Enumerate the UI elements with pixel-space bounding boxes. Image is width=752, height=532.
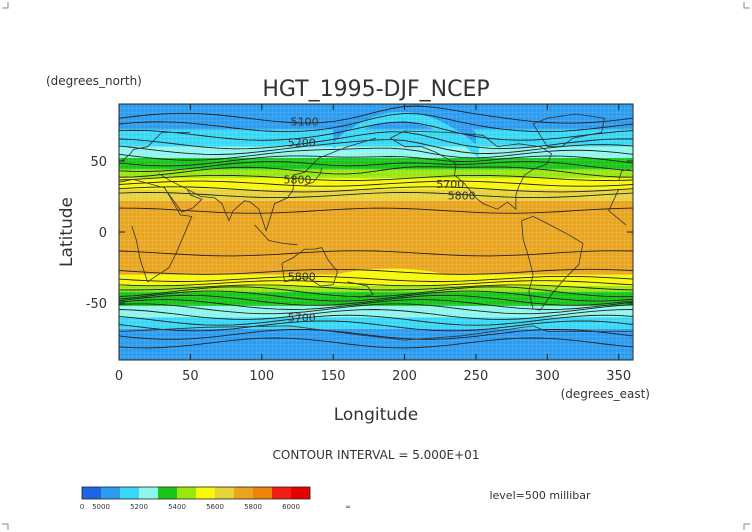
coastline-segment (254, 224, 298, 246)
x-tick-label: 300 (535, 369, 560, 384)
contour-label: 5200 (288, 137, 316, 150)
legend-swatch (101, 487, 121, 499)
coastline-segment (390, 130, 553, 211)
legend-frame (81, 486, 311, 500)
x-axis-label: Longitude (334, 405, 419, 425)
y-tick-label: -50 (86, 297, 107, 312)
contour-line (119, 275, 633, 282)
contour-line (119, 320, 633, 332)
coastline-segment (281, 247, 338, 287)
x-tick-label: 350 (606, 369, 631, 384)
contour-line (119, 186, 633, 193)
contour-label: 5700 (288, 312, 316, 325)
coastline-segment (119, 325, 633, 341)
contour-line (119, 280, 633, 287)
coastline-segment (119, 178, 627, 283)
coastline-segment (532, 113, 605, 148)
contour-line (119, 294, 633, 306)
contour-interval: CONTOUR INTERVAL = 5.000E+01 (273, 448, 480, 462)
legend-swatch (215, 487, 235, 499)
coastline-segment (304, 167, 323, 186)
contour-line (119, 139, 633, 155)
coastline-segment (121, 132, 631, 181)
contour-line (119, 268, 633, 275)
x-tick-label: 150 (321, 369, 346, 384)
contour-line (119, 105, 633, 124)
contour-line (119, 174, 633, 181)
y-units-label: (degrees_north) (46, 74, 142, 88)
level-label: level=500 millibar (489, 489, 591, 502)
coastline-segment (347, 281, 374, 298)
contour-lines (119, 105, 633, 349)
legend-tick-label: 5600 (206, 503, 224, 511)
contour-line (119, 329, 633, 340)
contour-line (119, 314, 633, 326)
y-tick-label: 50 (90, 155, 107, 170)
legend-tick-label: 5400 (168, 503, 186, 511)
legend-swatch (120, 487, 140, 499)
legend-tick-label: 6000 (282, 503, 300, 511)
legend-swatch (196, 487, 216, 499)
x-tick-label: 0 (115, 369, 123, 384)
y-tick-label: 0 (99, 226, 107, 241)
contour-line (119, 337, 633, 349)
contour-line (119, 207, 633, 214)
x-tick-label: 200 (392, 369, 417, 384)
y-axis-label: Latitude (57, 197, 77, 267)
contour-line (119, 250, 633, 257)
contour-line (119, 303, 633, 315)
y-axis: 50 0 -50 (86, 155, 633, 312)
contour-label: 5800 (283, 174, 311, 187)
legend-swatch (177, 487, 197, 499)
legend-tick-label: ∞ (345, 503, 351, 511)
x-tick-label: 100 (249, 369, 274, 384)
coastline-segment (521, 215, 584, 311)
legend-tick-label: 5200 (130, 503, 148, 511)
contour-line (119, 284, 633, 291)
legend-swatch (291, 487, 311, 499)
x-axis: 0 50 100 150 200 250 300 350 (115, 104, 631, 384)
contour-label: 5700 (436, 178, 464, 191)
contour-line (119, 131, 633, 150)
contour-label: 5100 (291, 115, 319, 128)
contour-line (119, 112, 633, 133)
contour-label: 5800 (448, 189, 476, 202)
legend-tick-label: 5000 (92, 503, 110, 511)
legend-swatch (82, 487, 102, 499)
contour-line (119, 166, 633, 178)
x-units-label: (degrees_east) (561, 387, 650, 401)
legend-swatch (234, 487, 254, 499)
contour-line (119, 192, 633, 199)
x-tick-label: 250 (464, 369, 489, 384)
chart-title: HGT_1995-DJF_NCEP (262, 77, 489, 102)
contour-line (119, 180, 633, 187)
contour-line (119, 290, 633, 302)
contour-line (119, 309, 633, 320)
legend-swatch (139, 487, 159, 499)
coastline-segment (167, 189, 203, 213)
legend-tick-label: 5800 (244, 503, 262, 511)
contour-line (119, 299, 633, 310)
coastline-segment (158, 137, 377, 232)
contour-line (119, 155, 633, 167)
color-legend: 0 5000 5200 5400 5600 5800 6000 ∞ (80, 486, 351, 511)
legend-swatch (272, 487, 292, 499)
x-tick-label: 50 (182, 369, 199, 384)
legend-swatch (158, 487, 178, 499)
contour-line (119, 286, 633, 298)
contour-line (119, 121, 633, 141)
contour-label: 5800 (288, 270, 316, 283)
coastlines (119, 113, 633, 341)
legend-tick-label: 0 (80, 503, 84, 511)
legend-swatch (253, 487, 273, 499)
contour-line (119, 161, 633, 172)
